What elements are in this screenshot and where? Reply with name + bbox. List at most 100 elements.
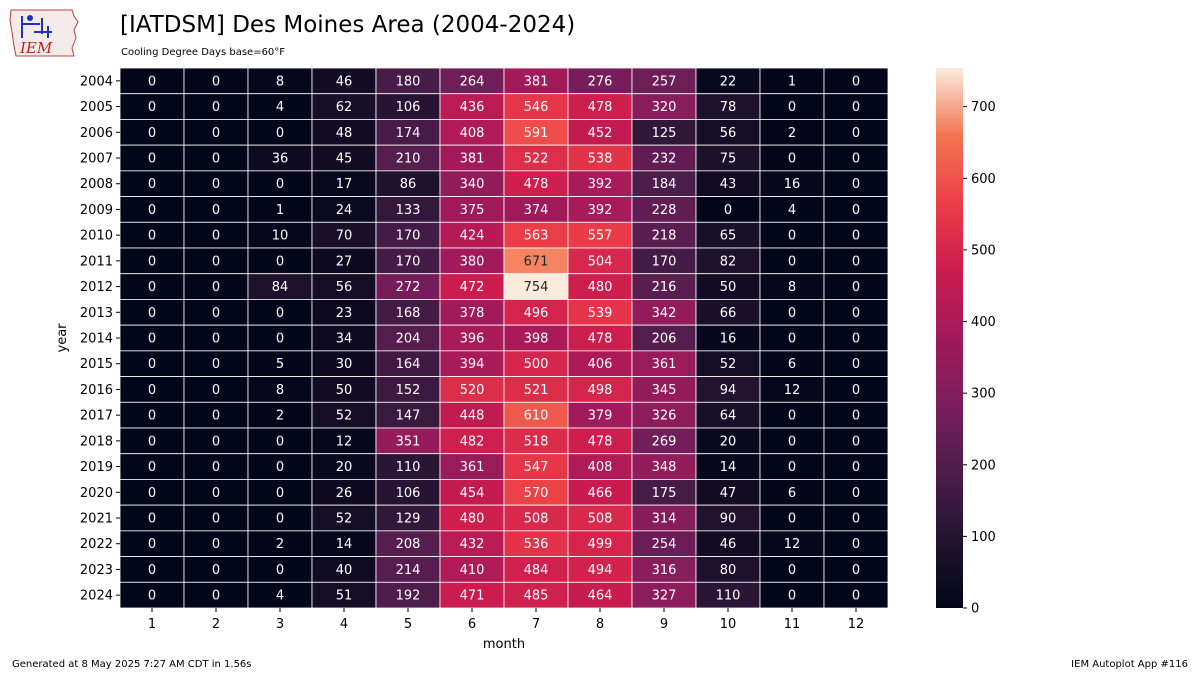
- heatmap-cell: [183, 401, 249, 429]
- y-tick-label: 2020: [80, 486, 113, 501]
- cell-value-label: 314: [652, 512, 677, 527]
- cell-value-label: 499: [588, 537, 613, 552]
- heatmap-cell: [183, 530, 249, 557]
- heatmap-cell: [311, 453, 377, 480]
- cell-value-label: 2: [276, 409, 284, 424]
- cell-value-label: 232: [652, 152, 677, 167]
- heatmap-cell: [503, 530, 569, 557]
- x-tick-label: 8: [596, 617, 604, 632]
- cell-value-label: 0: [276, 306, 284, 321]
- heatmap-cell: [375, 221, 441, 249]
- cell-value-label: 539: [588, 306, 613, 321]
- cell-value-label: 210: [396, 152, 421, 167]
- heatmap-cell: [247, 427, 313, 455]
- heatmap-cell: [247, 247, 313, 275]
- heatmap-cell: [759, 581, 825, 609]
- y-tick-label: 2016: [80, 383, 113, 398]
- y-axis: 2004 2005 2006 2007 2008 2009 2010 2011 2012 2013…: [80, 74, 120, 604]
- heatmap-cell: [183, 93, 249, 120]
- heatmap-cell: [631, 581, 697, 609]
- cell-value-label: 164: [396, 357, 421, 372]
- cell-value-label: 52: [336, 512, 353, 527]
- y-tick-label: 2008: [80, 177, 113, 192]
- cell-value-label: 0: [788, 409, 796, 424]
- cell-value-label: 398: [524, 332, 549, 347]
- heatmap-cell: [759, 324, 825, 352]
- cell-value-label: 0: [148, 332, 156, 347]
- cell-value-label: 48: [336, 126, 353, 141]
- heatmap-cell: [759, 144, 825, 172]
- cell-value-label: 478: [588, 332, 613, 347]
- cell-value-label: 82: [720, 254, 737, 269]
- cell-value-label: 64: [720, 409, 737, 424]
- heatmap-cell: [311, 504, 377, 532]
- cell-value-label: 65: [720, 229, 737, 244]
- cell-value-label: 361: [652, 357, 677, 372]
- cell-value-label: 214: [396, 563, 421, 578]
- heatmap-cell: [695, 504, 761, 532]
- cell-value-label: 0: [788, 434, 796, 449]
- heatmap-cell: [375, 273, 441, 300]
- cell-value-label: 43: [720, 177, 737, 192]
- cell-value-label: 86: [400, 177, 417, 192]
- cell-value-label: 184: [652, 177, 677, 192]
- chart-subtitle: Cooling Degree Days base=60°F: [121, 47, 286, 58]
- cell-value-label: 50: [336, 383, 353, 398]
- heatmap-cell: [183, 221, 249, 249]
- heatmap-cell: [823, 453, 889, 480]
- x-tick-label: 12: [848, 617, 865, 632]
- heatmap-cell: [695, 93, 761, 120]
- cell-value-label: 46: [336, 74, 353, 89]
- cell-value-label: 16: [720, 332, 737, 347]
- cell-value-label: 106: [396, 100, 421, 115]
- heatmap-cell: [119, 196, 185, 223]
- cell-value-label: 257: [652, 74, 677, 89]
- cell-value-label: 56: [720, 126, 737, 141]
- y-tick-label: 2006: [80, 126, 113, 141]
- cell-value-label: 14: [720, 460, 737, 475]
- x-tick-label: 9: [660, 617, 668, 632]
- heatmap-cell: [503, 376, 569, 403]
- heatmap-cell: [311, 93, 377, 120]
- y-tick-label: 2022: [80, 537, 113, 552]
- cell-value-label: 671: [524, 254, 549, 269]
- cell-value-label: 0: [212, 74, 220, 89]
- cell-value-label: 0: [852, 486, 860, 501]
- cell-value-label: 94: [720, 383, 737, 398]
- cell-value-label: 0: [148, 460, 156, 475]
- chart-title: [IATDSM] Des Moines Area (2004-2024): [120, 12, 576, 38]
- cell-value-label: 0: [852, 229, 860, 244]
- cell-value-label: 396: [460, 332, 485, 347]
- cell-value-label: 327: [652, 589, 677, 604]
- cell-value-label: 218: [652, 229, 677, 244]
- cell-value-label: 204: [396, 332, 421, 347]
- heatmap-cell: [695, 67, 761, 95]
- heatmap-cell: [823, 324, 889, 352]
- heatmap-cell: [567, 504, 633, 532]
- cell-value-label: 340: [460, 177, 485, 192]
- heatmap-cell: [503, 93, 569, 120]
- heatmap-cell: [567, 144, 633, 172]
- heatmap-cell: [823, 247, 889, 275]
- station-dot-icon: [27, 15, 33, 21]
- cell-value-label: 264: [460, 74, 485, 89]
- heatmap-cell: [119, 453, 185, 480]
- cell-value-label: 4: [788, 203, 796, 218]
- cell-value-label: 478: [588, 434, 613, 449]
- heatmap-cell: [375, 170, 441, 197]
- cell-value-label: 26: [336, 486, 353, 501]
- cell-value-label: 0: [276, 486, 284, 501]
- cell-value-label: 90: [720, 512, 737, 527]
- cell-value-label: 432: [460, 537, 485, 552]
- heatmap-cell: [183, 67, 249, 95]
- cell-value-label: 30: [336, 357, 353, 372]
- cell-value-label: 0: [212, 332, 220, 347]
- heatmap-cell: [823, 504, 889, 532]
- cell-value-label: 52: [720, 357, 737, 372]
- heatmap-cell: [759, 93, 825, 120]
- heatmap-cell: [695, 401, 761, 429]
- cell-value-label: 125: [652, 126, 677, 141]
- colorbar-tick-label: 200: [971, 458, 996, 473]
- cell-value-label: 0: [148, 152, 156, 167]
- cell-value-label: 0: [852, 357, 860, 372]
